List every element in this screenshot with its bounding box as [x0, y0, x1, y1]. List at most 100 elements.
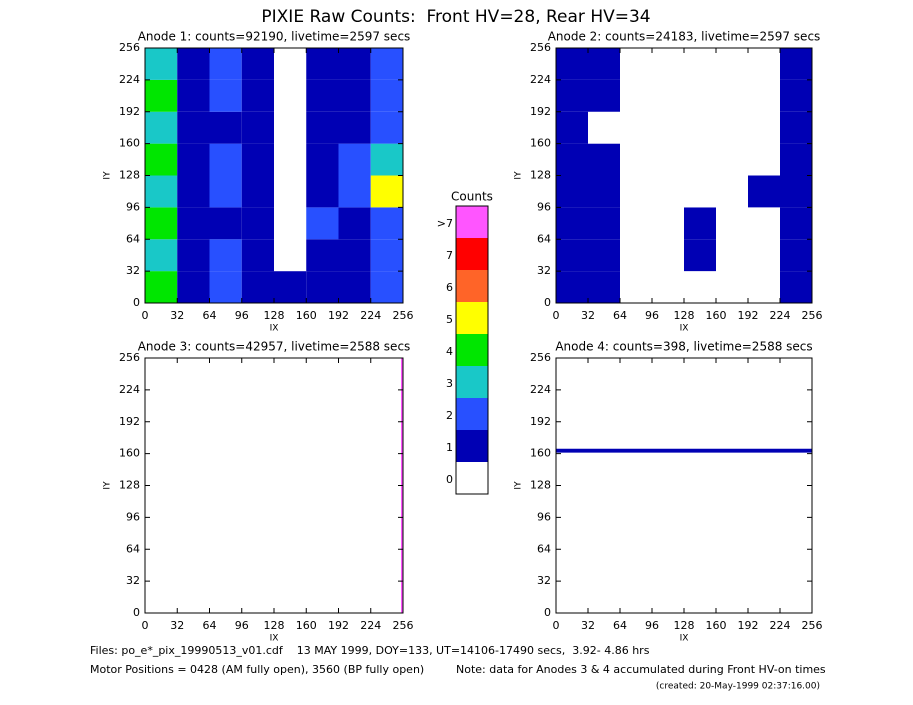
y-tick-label: 64 — [537, 542, 551, 555]
x-tick-label: 0 — [553, 309, 560, 322]
y-tick-label: 192 — [530, 105, 551, 118]
heatmap-cell — [241, 239, 274, 272]
y-tick-label: 0 — [133, 296, 140, 309]
x-tick-label: 32 — [170, 619, 184, 632]
heatmap-cell — [338, 271, 371, 303]
y-axis-label: IY — [103, 171, 113, 180]
y-tick-label: 160 — [119, 447, 140, 460]
x-tick-label: 192 — [738, 619, 759, 632]
x-axis-label: IX — [680, 634, 689, 644]
heatmap-cell — [306, 175, 339, 208]
heatmap-cell — [620, 143, 652, 176]
heatmap-cell — [556, 448, 812, 453]
x-tick-label: 128 — [674, 309, 695, 322]
footer-note: Note: data for Anodes 3 & 4 accumulated … — [456, 663, 826, 676]
heatmap-cell — [145, 79, 178, 112]
heatmap-cell — [274, 175, 307, 208]
y-tick-label: 0 — [544, 296, 551, 309]
heatmap-cell — [652, 175, 684, 208]
heatmap-cell — [588, 207, 620, 240]
heatmap-cell — [209, 111, 242, 144]
panel-title: Anode 4: counts=398, livetime=2588 secs — [555, 340, 812, 354]
heatmap-cell — [209, 79, 242, 112]
x-tick-label: 64 — [203, 309, 217, 322]
heatmap-cell — [306, 207, 339, 240]
heatmap-cell — [684, 111, 716, 144]
heatmap-cell — [588, 143, 620, 176]
heatmap-cell — [556, 358, 812, 449]
heatmap-cell — [684, 175, 716, 208]
heatmap-cell — [780, 79, 812, 112]
heatmap-cell — [209, 271, 242, 303]
colorbar-label: 2 — [446, 409, 453, 422]
y-tick-label: 224 — [530, 73, 551, 86]
heatmap-cell — [177, 239, 210, 272]
heatmap-cell — [588, 111, 620, 144]
x-tick-label: 224 — [770, 619, 791, 632]
colorbar-cell — [456, 366, 488, 398]
x-axis-label: IX — [680, 324, 689, 334]
y-tick-label: 96 — [537, 510, 551, 523]
heatmap-cell — [652, 111, 684, 144]
colorbar-cell — [456, 430, 488, 462]
heatmap-cell — [306, 143, 339, 176]
y-tick-label: 192 — [119, 415, 140, 428]
heatmap-cell — [556, 452, 812, 613]
heatmap-cell — [241, 175, 274, 208]
heatmap-cell — [652, 271, 684, 303]
heatmap-cell — [241, 111, 274, 144]
x-tick-label: 32 — [170, 309, 184, 322]
heatmap-cell — [620, 111, 652, 144]
colorbar-cell — [456, 270, 488, 302]
colorbar-cell — [456, 206, 488, 238]
heatmap-cell — [588, 239, 620, 272]
heatmap-cell — [556, 79, 588, 112]
y-tick-label: 256 — [530, 41, 551, 54]
y-tick-label: 128 — [119, 169, 140, 182]
heatmap-cell — [716, 271, 748, 303]
heatmap-cell — [338, 207, 371, 240]
heatmap-cell — [306, 48, 339, 80]
heatmap-cell — [748, 239, 780, 272]
colorbar-label: >7 — [437, 217, 453, 230]
panel-title: Anode 2: counts=24183, livetime=2597 sec… — [548, 30, 821, 44]
heatmap-cell — [209, 207, 242, 240]
heatmap-cell — [748, 207, 780, 240]
y-tick-label: 224 — [530, 383, 551, 396]
x-tick-label: 96 — [645, 619, 659, 632]
heatmap-cell — [370, 239, 403, 272]
y-tick-label: 0 — [133, 606, 140, 619]
x-tick-label: 96 — [235, 619, 249, 632]
heatmap-cell — [274, 271, 307, 303]
heatmap-cell — [370, 79, 403, 112]
heatmap-cell — [716, 79, 748, 112]
heatmap-cell — [716, 239, 748, 272]
heatmap-cell — [652, 143, 684, 176]
heatmap-cell — [241, 207, 274, 240]
heatmap-cell — [556, 271, 588, 303]
x-tick-label: 256 — [393, 309, 414, 322]
heatmap-cell — [716, 175, 748, 208]
colorbar-label: 5 — [446, 313, 453, 326]
heatmap-cell — [588, 271, 620, 303]
heatmap-cell — [780, 111, 812, 144]
heatmap-cell — [556, 207, 588, 240]
x-tick-label: 256 — [802, 619, 823, 632]
heatmap-cell — [716, 207, 748, 240]
y-tick-label: 64 — [537, 232, 551, 245]
y-tick-label: 192 — [530, 415, 551, 428]
heatmap-cell — [588, 79, 620, 112]
x-tick-label: 128 — [264, 309, 285, 322]
colorbar-label: 3 — [446, 377, 453, 390]
y-tick-label: 128 — [119, 479, 140, 492]
heatmap-cell — [748, 48, 780, 80]
x-tick-label: 224 — [770, 309, 791, 322]
heatmap-cell — [209, 175, 242, 208]
heatmap-cell — [241, 79, 274, 112]
y-tick-label: 96 — [126, 510, 140, 523]
x-tick-label: 64 — [613, 619, 627, 632]
heatmap-cell — [241, 271, 274, 303]
heatmap-cell — [306, 239, 339, 272]
heatmap-cell — [274, 48, 307, 80]
heatmap-cell — [620, 239, 652, 272]
